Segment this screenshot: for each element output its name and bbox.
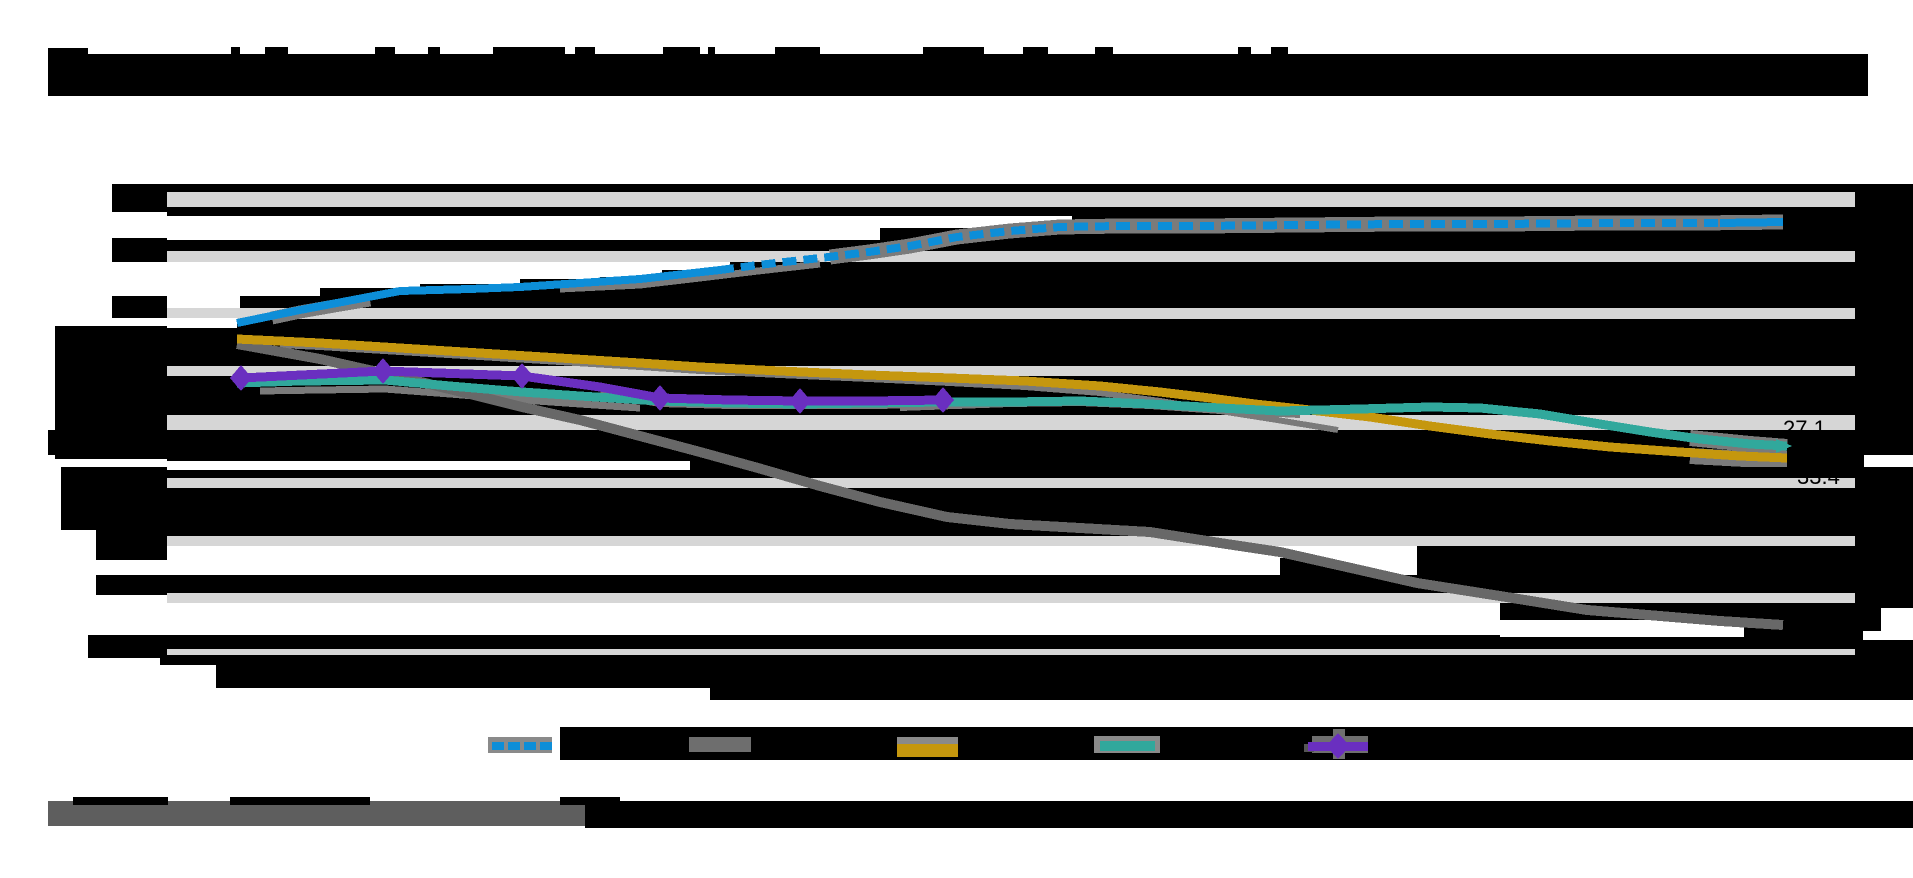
svg-text:27.1: 27.1 (1783, 416, 1826, 441)
svg-text:33.4: 33.4 (1797, 464, 1840, 489)
